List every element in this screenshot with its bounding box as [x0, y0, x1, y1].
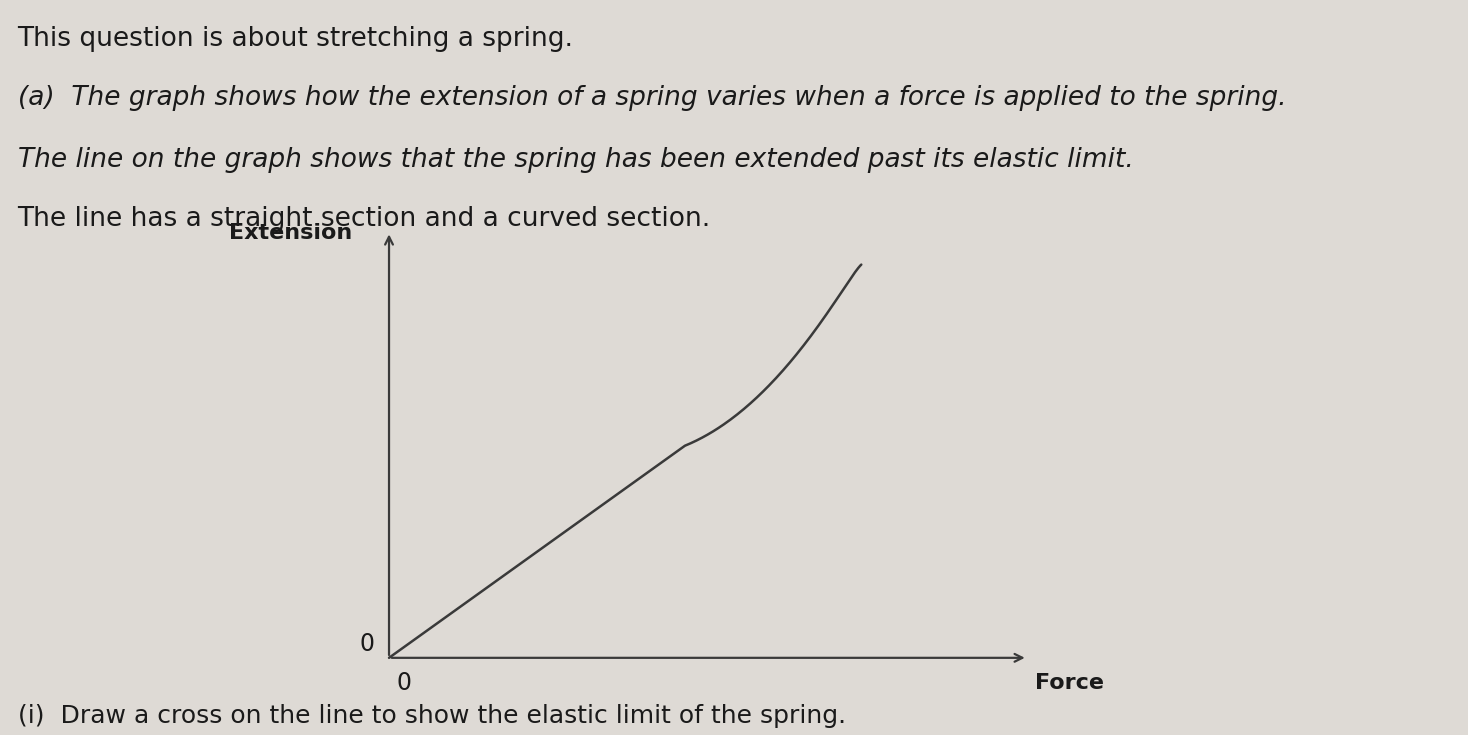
Text: 0: 0 — [396, 671, 411, 695]
Text: (a)  The graph shows how the extension of a spring varies when a force is applie: (a) The graph shows how the extension of… — [18, 85, 1286, 110]
Text: The line on the graph shows that the spring has been extended past its elastic l: The line on the graph shows that the spr… — [18, 147, 1133, 173]
Text: This question is about stretching a spring.: This question is about stretching a spri… — [18, 26, 574, 51]
Text: 0: 0 — [360, 632, 374, 656]
Text: The line has a straight section and a curved section.: The line has a straight section and a cu… — [18, 206, 711, 232]
Text: (i)  Draw a cross on the line to show the elastic limit of the spring.: (i) Draw a cross on the line to show the… — [18, 704, 846, 728]
Text: Force: Force — [1035, 673, 1104, 692]
Text: Extension: Extension — [229, 223, 352, 243]
